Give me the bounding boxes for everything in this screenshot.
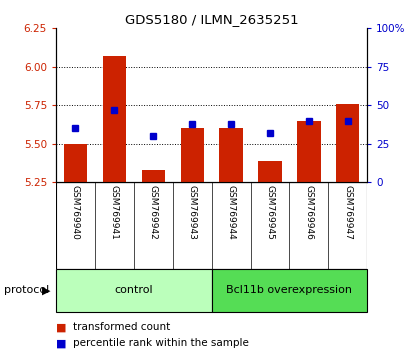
Text: GSM769947: GSM769947 — [343, 185, 352, 240]
Bar — [220, 129, 243, 182]
Bar — [103, 56, 126, 182]
Bar — [64, 144, 87, 182]
Text: GSM769940: GSM769940 — [71, 185, 80, 240]
Bar — [212, 269, 367, 312]
Text: GSM769946: GSM769946 — [305, 185, 313, 240]
Text: transformed count: transformed count — [73, 322, 170, 332]
Title: GDS5180 / ILMN_2635251: GDS5180 / ILMN_2635251 — [125, 13, 298, 26]
Bar — [258, 161, 282, 182]
Text: GSM769943: GSM769943 — [188, 185, 197, 240]
Text: percentile rank within the sample: percentile rank within the sample — [73, 338, 249, 348]
Text: Bcl11b overexpression: Bcl11b overexpression — [227, 285, 352, 295]
Bar — [56, 269, 212, 312]
Text: protocol: protocol — [4, 285, 49, 295]
Bar — [297, 121, 320, 182]
Text: ■: ■ — [56, 338, 66, 348]
Bar — [336, 104, 359, 182]
Text: GSM769941: GSM769941 — [110, 185, 119, 240]
Bar — [142, 170, 165, 182]
Text: GSM769944: GSM769944 — [227, 185, 236, 240]
Text: ■: ■ — [56, 322, 66, 332]
Text: ▶: ▶ — [42, 285, 50, 295]
Text: GSM769942: GSM769942 — [149, 185, 158, 240]
Text: control: control — [115, 285, 153, 295]
Bar — [181, 129, 204, 182]
Text: GSM769945: GSM769945 — [266, 185, 274, 240]
